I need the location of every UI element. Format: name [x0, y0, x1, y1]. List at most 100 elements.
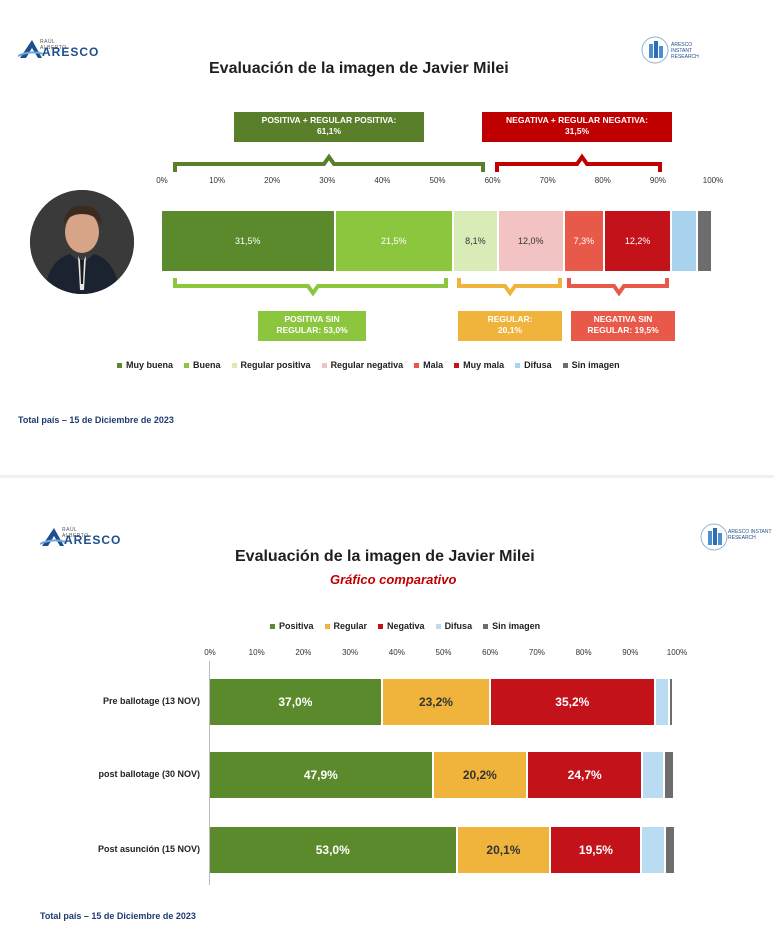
legend-swatch-2: [270, 623, 275, 629]
instant-research-logo-2: ARESCO INSTANT RESEARCH: [700, 523, 771, 556]
box-negative-total-line1: NEGATIVA + REGULAR NEGATIVA:: [506, 115, 648, 125]
slide-2: RAÚL ALBERTO ARESCO ARESCO INSTANT RESEA…: [0, 478, 774, 951]
legend-label: Mala: [423, 360, 444, 370]
bar-segment-label: 8,1%: [465, 236, 486, 246]
legend-item-2: Negativa: [378, 621, 425, 631]
bar-segment-label: 47,9%: [303, 768, 338, 782]
legend-item: Muy buena: [117, 360, 173, 370]
legend-item-2: Difusa: [435, 621, 473, 631]
legend-item: Regular positiva: [231, 360, 311, 370]
x-tick-label-2: 50%: [435, 648, 452, 657]
aresco-logo-icon: [17, 40, 45, 58]
bar-segment-positiva: 47,9%: [210, 752, 432, 798]
bar-segment-label: 37,0%: [278, 695, 313, 709]
legend-item: Sin imagen: [562, 360, 620, 370]
box-negative-sin-line1: NEGATIVA SIN: [593, 314, 653, 324]
brace-positive-sin: [173, 278, 448, 297]
x-tick-label: 80%: [594, 176, 611, 185]
x-tick-label: 70%: [539, 176, 556, 185]
box-positive-sin-regular: POSITIVA SIN REGULAR: 53,0%: [258, 311, 366, 341]
legend-item: Mala: [414, 360, 443, 370]
legend-label-2: Sin imagen: [492, 621, 541, 631]
legend-2: Positiva Regular Negativa Difusa Sin imagen: [270, 621, 551, 631]
bar-segment-sin-imagen: [665, 827, 675, 873]
bar-segment-regular: 20,2%: [433, 752, 527, 798]
instant-research-text-2: ARESCO INSTANT RESEARCH: [728, 529, 772, 541]
x-tick-label: 40%: [374, 176, 391, 185]
row-label: post ballotage (30 NOV): [98, 769, 200, 779]
logo-text-2: ARESCO: [64, 533, 122, 547]
legend-swatch-2: [435, 623, 441, 629]
bar-segment-muy-mala: 12,2%: [605, 211, 671, 271]
x-tick-label-2: 80%: [575, 648, 592, 657]
legend-swatch: [454, 362, 460, 368]
legend-label: Regular negativa: [330, 360, 404, 370]
slide-divider: [0, 475, 774, 478]
globe-icon: [641, 36, 669, 64]
bar-segment-label: 35,2%: [555, 695, 590, 709]
legend-swatch: [184, 362, 190, 368]
x-tick-label-2: 90%: [622, 648, 639, 657]
legend-label-2: Difusa: [444, 621, 473, 631]
legend: Muy buena Buena Regular positiva Regular ne…: [117, 360, 631, 370]
box-positive-sin-line2: REGULAR: 53,0%: [276, 325, 348, 335]
bar-segment-label: 12,0%: [517, 236, 544, 246]
x-tick-label-2: 40%: [388, 648, 405, 657]
x-tick-label: 90%: [649, 176, 666, 185]
legend-swatch: [562, 362, 568, 368]
box-positive-sin-line1: POSITIVA SIN: [284, 314, 340, 324]
legend-swatch: [117, 362, 122, 368]
row-label: Post asunción (15 NOV): [97, 844, 200, 854]
brace-negative-total: [495, 153, 662, 172]
bar-segment-negativa: 24,7%: [528, 752, 642, 798]
logo-text: ARESCO: [42, 45, 100, 59]
x-tick-label-2: 30%: [342, 648, 359, 657]
bar-segment-muy-buena: 31,5%: [162, 211, 334, 271]
page-subtitle: Gráfico comparativo: [330, 572, 457, 587]
legend-label: Muy mala: [463, 360, 505, 370]
row-label: Pre ballotage (13 NOV): [102, 696, 200, 706]
box-regular-line1: REGULAR:: [487, 314, 533, 324]
box-negative-sin-line2: REGULAR: 19,5%: [587, 325, 659, 335]
box-negative-total: NEGATIVA + REGULAR NEGATIVA: 31,5%: [482, 112, 672, 142]
box-regular-line2: 20,1%: [497, 325, 523, 335]
bar-segment-label: 21,5%: [381, 236, 407, 246]
box-positive-total-line1: POSITIVA + REGULAR POSITIVA:: [261, 115, 397, 125]
x-tick-label: 10%: [209, 176, 226, 185]
logo-small-text-2: RAÚL ALBERTO: [62, 527, 89, 539]
bar-segment-label: 7,3%: [573, 236, 595, 246]
bar-segment-regular-positiva: 8,1%: [454, 211, 497, 271]
bar-segment-difusa: [672, 211, 696, 271]
x-tick-label-2: 0%: [204, 648, 216, 657]
x-tick-label: 60%: [484, 176, 501, 185]
bar-segment-mala: 7,3%: [564, 211, 603, 271]
legend-swatch: [515, 362, 521, 368]
page-title: Evaluación de la imagen de Javier Milei: [209, 60, 509, 77]
footer-note-2: Total país – 15 de Diciembre de 2023: [40, 911, 196, 921]
legend-label: Sin imagen: [571, 360, 620, 370]
bar-segment-label: 53,0%: [315, 843, 350, 857]
aresco-logo-icon-2: [39, 528, 67, 546]
x-tick-label-2: 20%: [295, 648, 312, 657]
logo-small-text: RAÚL ALBERTO: [40, 39, 67, 51]
x-tick-label-2: 70%: [528, 648, 545, 657]
legend-item: Buena: [184, 360, 221, 370]
bar-segment-difusa: [642, 827, 664, 873]
bar-segment-label: 24,7%: [567, 768, 602, 782]
legend-label: Regular positiva: [240, 360, 311, 370]
brace-positive-total: [173, 153, 485, 172]
aresco-logo-2: RAÚL ALBERTO ARESCO: [39, 526, 120, 553]
bar-segment-regular: 20,1%: [457, 827, 550, 873]
y-axis-line: [209, 661, 210, 885]
page-title-2: Evaluación de la imagen de Javier Milei: [235, 548, 535, 565]
box-negative-total-line2: 31,5%: [564, 126, 590, 136]
braces-layer: [173, 153, 669, 297]
bar-segment-label: 19,5%: [578, 843, 613, 857]
legend-item: Muy mala: [454, 360, 504, 370]
box-regular: REGULAR: 20,1%: [458, 311, 562, 341]
legend-label: Muy buena: [126, 360, 174, 370]
globe-icon-2: [700, 523, 728, 551]
bar-segment-regular-negativa: 12,0%: [498, 211, 563, 271]
bar-segment-label: 20,2%: [462, 768, 497, 782]
x-tick-label: 30%: [319, 176, 336, 185]
